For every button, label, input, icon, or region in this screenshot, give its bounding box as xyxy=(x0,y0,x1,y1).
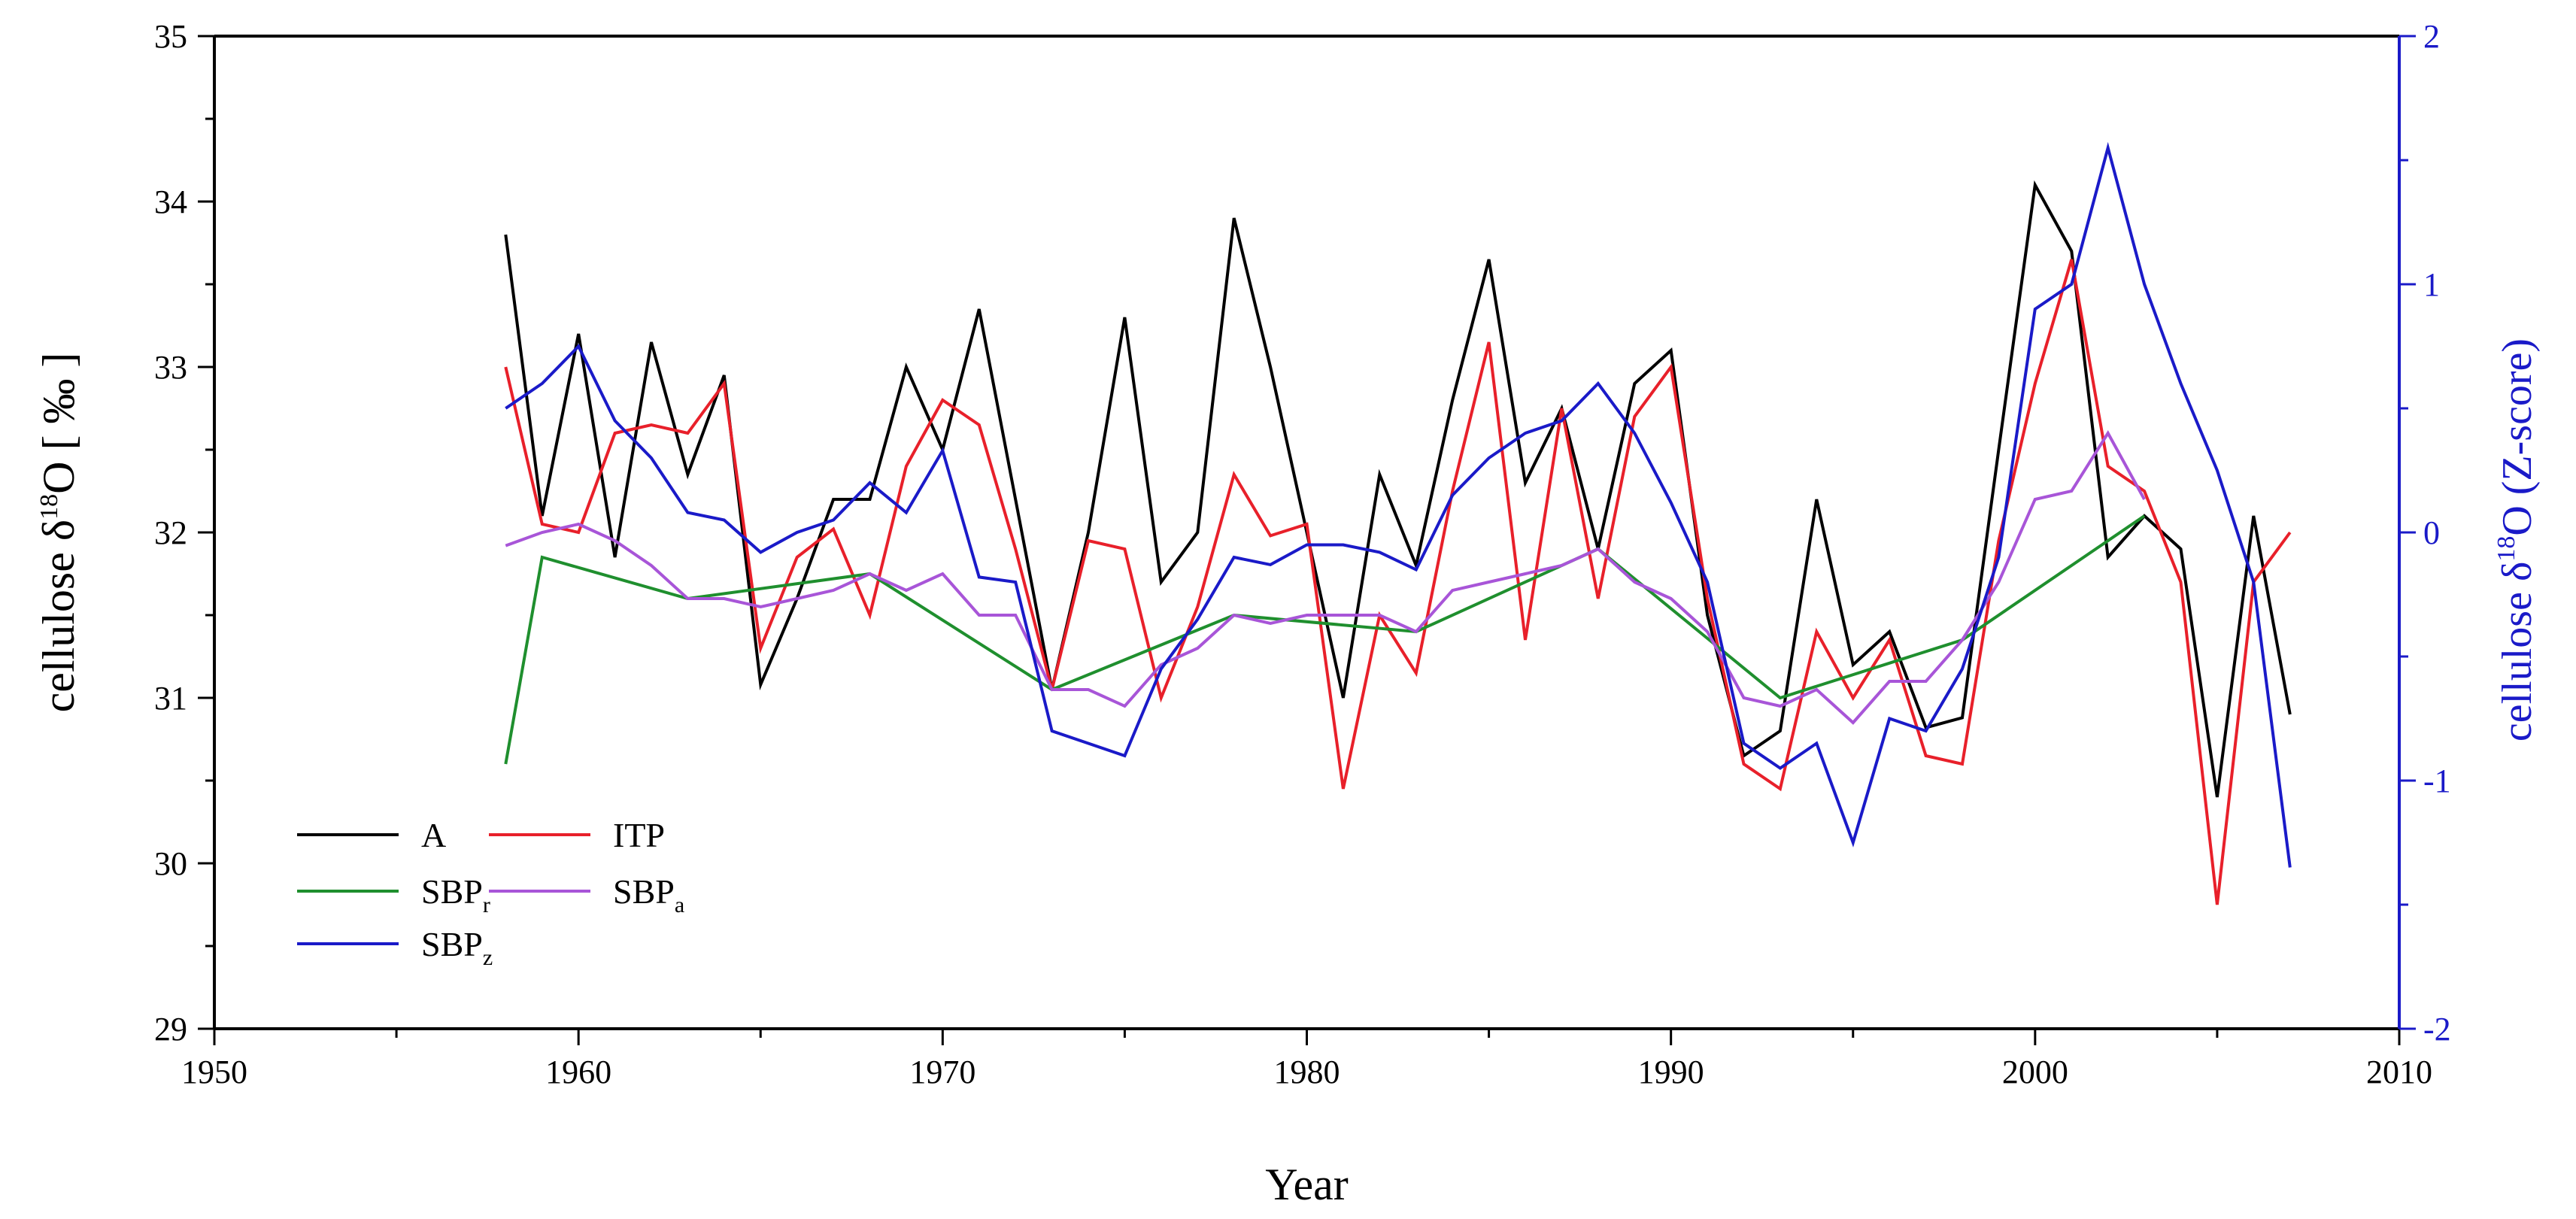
series-line-sbpz xyxy=(505,141,2292,868)
y-tick-label: 31 xyxy=(154,680,187,717)
legend-label-itp: ITP xyxy=(613,816,665,854)
y-tick-label: 30 xyxy=(154,845,187,882)
y-tick-label: 29 xyxy=(154,1011,187,1048)
y-right-tick-label: 1 xyxy=(2423,266,2440,303)
y-right-axis-title: cellulose δ18O (Z-score) xyxy=(2493,338,2541,741)
ticks-layer: 1950 1960 1970 1980 1990 2000 2010 29 30 31 32 33 34… xyxy=(154,18,2451,1090)
legend-label-sbpa: SBPa xyxy=(613,872,684,917)
series-line-a xyxy=(504,180,2292,798)
legend-label-sbpr: SBPr xyxy=(421,872,490,917)
x-tick-label: 2000 xyxy=(2002,1054,2068,1090)
series-line-sbpa xyxy=(505,430,2146,725)
y-tick-label: 33 xyxy=(154,349,187,386)
x-tick-label: 1980 xyxy=(1274,1054,1340,1090)
legend: A ITP SBPr SBPa SBPz xyxy=(297,816,684,970)
series-line-itp xyxy=(504,259,2292,905)
y-axis-title: cellulose δ18O [ ‰ ] xyxy=(34,353,83,713)
legend-label-a: A xyxy=(421,816,446,854)
y-right-tick-label: -2 xyxy=(2423,1011,2451,1048)
x-tick-label: 1970 xyxy=(909,1054,975,1090)
series-layer xyxy=(504,141,2292,905)
series-line-sbpr xyxy=(504,514,2146,765)
x-tick-label: 1990 xyxy=(1638,1054,1704,1090)
axis-labels-layer: Year cellulose δ18O [ ‰ ] cellulose δ18O (… xyxy=(34,338,2541,1209)
x-axis-title: Year xyxy=(1265,1160,1349,1209)
y-right-tick-label: -1 xyxy=(2423,763,2451,799)
y-right-tick-label: 0 xyxy=(2423,514,2440,551)
x-tick-label: 2010 xyxy=(2366,1054,2432,1090)
x-tick-label: 1950 xyxy=(181,1054,247,1090)
x-tick-label: 1960 xyxy=(545,1054,611,1090)
y-right-tick-label: 2 xyxy=(2423,18,2440,55)
legend-label-sbpz: SBPz xyxy=(421,925,493,970)
y-tick-label: 34 xyxy=(154,183,187,220)
y-tick-label: 35 xyxy=(154,18,187,55)
y-tick-label: 32 xyxy=(154,514,187,551)
